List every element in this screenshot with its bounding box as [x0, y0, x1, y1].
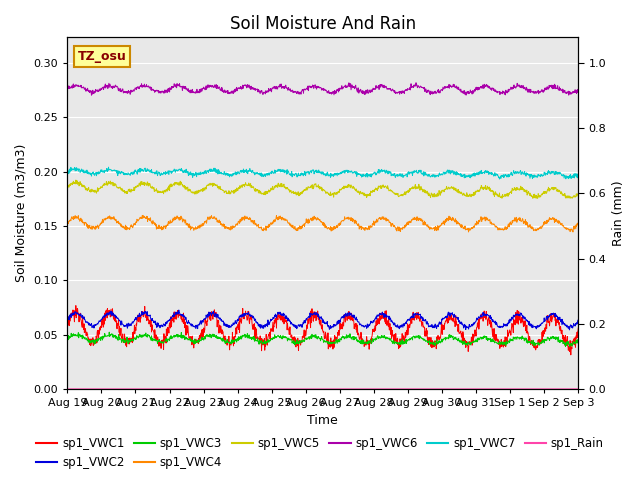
sp1_VWC1 — [177, 316, 185, 322]
Line: sp1_VWC2: sp1_VWC2 — [67, 310, 579, 330]
sp1_Rain — [234, 386, 242, 392]
sp1_VWC3 — [469, 339, 477, 345]
sp1_VWC6 — [402, 87, 410, 93]
sp1_Rain — [514, 386, 522, 392]
sp1_VWC7 — [105, 164, 113, 170]
sp1_VWC1 — [402, 331, 410, 336]
Line: sp1_VWC1: sp1_VWC1 — [67, 306, 579, 355]
sp1_VWC3 — [63, 336, 71, 341]
Line: sp1_VWC6: sp1_VWC6 — [67, 83, 579, 95]
sp1_VWC3 — [177, 330, 185, 336]
sp1_VWC6 — [63, 85, 71, 91]
sp1_VWC2 — [575, 317, 582, 323]
sp1_VWC3 — [402, 336, 410, 342]
sp1_VWC6 — [235, 85, 243, 91]
sp1_VWC4 — [469, 226, 477, 231]
sp1_VWC4 — [165, 221, 173, 227]
sp1_VWC7 — [235, 169, 243, 175]
sp1_VWC6 — [177, 84, 185, 90]
sp1_VWC1 — [63, 318, 71, 324]
sp1_VWC7 — [495, 176, 503, 182]
Text: TZ_osu: TZ_osu — [77, 50, 126, 63]
sp1_VWC2 — [402, 321, 410, 327]
sp1_VWC7 — [63, 169, 71, 175]
sp1_VWC5 — [402, 191, 410, 196]
sp1_Rain — [468, 386, 476, 392]
Y-axis label: Rain (mm): Rain (mm) — [612, 180, 625, 246]
sp1_VWC4 — [63, 218, 71, 224]
sp1_VWC3 — [165, 336, 173, 342]
Line: sp1_VWC7: sp1_VWC7 — [67, 167, 579, 179]
sp1_VWC6 — [88, 92, 95, 98]
sp1_VWC5 — [165, 183, 173, 189]
sp1_Rain — [164, 386, 172, 392]
sp1_VWC6 — [469, 90, 477, 96]
sp1_VWC4 — [235, 219, 243, 225]
Line: sp1_VWC4: sp1_VWC4 — [67, 216, 579, 232]
sp1_VWC2 — [63, 315, 71, 321]
sp1_VWC1 — [469, 331, 477, 337]
sp1_VWC6 — [575, 88, 582, 94]
sp1_VWC5 — [72, 177, 80, 183]
sp1_VWC1 — [165, 330, 173, 336]
sp1_VWC5 — [63, 184, 71, 190]
sp1_VWC3 — [235, 336, 243, 342]
sp1_VWC6 — [515, 83, 522, 89]
sp1_VWC5 — [235, 185, 243, 191]
sp1_VWC6 — [165, 87, 173, 93]
sp1_VWC7 — [469, 172, 477, 178]
sp1_VWC4 — [402, 222, 410, 228]
sp1_Rain — [575, 386, 582, 392]
sp1_VWC5 — [514, 186, 522, 192]
sp1_VWC2 — [177, 312, 185, 318]
sp1_VWC2 — [566, 327, 573, 333]
sp1_VWC1 — [514, 308, 522, 314]
sp1_VWC2 — [175, 307, 182, 313]
sp1_VWC7 — [575, 172, 582, 178]
sp1_VWC7 — [515, 170, 522, 176]
sp1_VWC7 — [165, 171, 173, 177]
sp1_VWC3 — [106, 329, 113, 335]
Title: Soil Moisture And Rain: Soil Moisture And Rain — [230, 15, 416, 33]
sp1_VWC1 — [567, 352, 575, 358]
sp1_VWC1 — [235, 326, 243, 332]
sp1_VWC3 — [562, 344, 570, 349]
sp1_VWC5 — [469, 192, 477, 197]
sp1_VWC3 — [514, 335, 522, 340]
Line: sp1_VWC5: sp1_VWC5 — [67, 180, 579, 198]
sp1_VWC4 — [139, 213, 147, 218]
sp1_VWC7 — [177, 166, 185, 171]
sp1_VWC2 — [514, 311, 522, 317]
sp1_VWC5 — [529, 195, 537, 201]
Line: sp1_VWC3: sp1_VWC3 — [67, 332, 579, 347]
sp1_VWC4 — [177, 216, 185, 221]
sp1_Rain — [402, 386, 410, 392]
sp1_VWC5 — [177, 180, 185, 185]
sp1_Rain — [177, 386, 185, 392]
sp1_VWC7 — [402, 171, 410, 177]
sp1_VWC1 — [575, 325, 582, 331]
sp1_VWC2 — [235, 317, 243, 323]
sp1_VWC2 — [469, 321, 477, 327]
sp1_VWC5 — [575, 191, 582, 196]
sp1_VWC4 — [514, 216, 522, 222]
sp1_VWC2 — [164, 318, 172, 324]
sp1_Rain — [63, 386, 71, 392]
sp1_VWC4 — [575, 220, 582, 226]
Y-axis label: Soil Moisture (m3/m3): Soil Moisture (m3/m3) — [15, 144, 28, 282]
X-axis label: Time: Time — [307, 414, 338, 427]
sp1_VWC3 — [575, 339, 582, 345]
Legend: sp1_VWC1, sp1_VWC2, sp1_VWC3, sp1_VWC4, sp1_VWC5, sp1_VWC6, sp1_VWC7, sp1_Rain: sp1_VWC1, sp1_VWC2, sp1_VWC3, sp1_VWC4, … — [31, 433, 609, 474]
sp1_VWC4 — [569, 229, 577, 235]
sp1_VWC6 — [412, 80, 420, 85]
sp1_VWC1 — [72, 303, 80, 309]
